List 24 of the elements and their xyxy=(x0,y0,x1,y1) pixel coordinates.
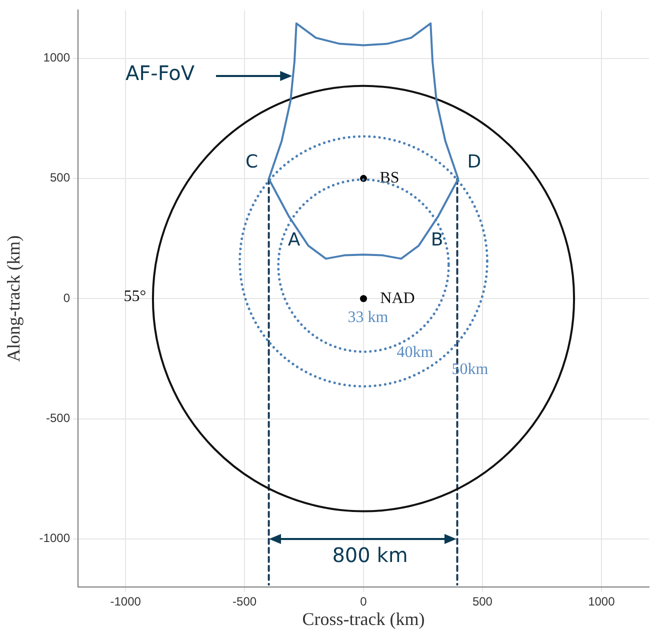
x-tick-label: 500 xyxy=(472,594,493,609)
annotation: 40km xyxy=(396,344,434,362)
x-axis-title: Cross-track (km) xyxy=(302,608,425,629)
y-tick-label: 0 xyxy=(63,290,70,305)
x-tick-label: -500 xyxy=(232,594,257,609)
y-tick-label: -500 xyxy=(46,411,70,426)
y-tick-label: -1000 xyxy=(39,531,70,546)
annotation: 55° xyxy=(124,288,146,306)
y-tick-label: 1000 xyxy=(43,50,70,65)
annotation: BS xyxy=(380,170,400,187)
annotation: NAD xyxy=(380,290,415,307)
y-tick-label: 500 xyxy=(50,170,70,185)
annotation: D xyxy=(467,152,482,173)
annotation: AF-FoV xyxy=(125,61,195,86)
annotation: A xyxy=(288,230,301,251)
annotation: 800 km xyxy=(332,543,408,568)
x-tick-label: -1000 xyxy=(110,594,142,609)
annotation: 50km xyxy=(452,361,489,378)
y-axis-title: Along-track (km) xyxy=(4,235,24,362)
x-tick-label: 1000 xyxy=(588,594,616,609)
annotation: C xyxy=(246,152,258,173)
annotation: B xyxy=(430,230,444,251)
x-tick-label: 0 xyxy=(360,594,368,609)
annotation: 33 km xyxy=(348,309,389,326)
